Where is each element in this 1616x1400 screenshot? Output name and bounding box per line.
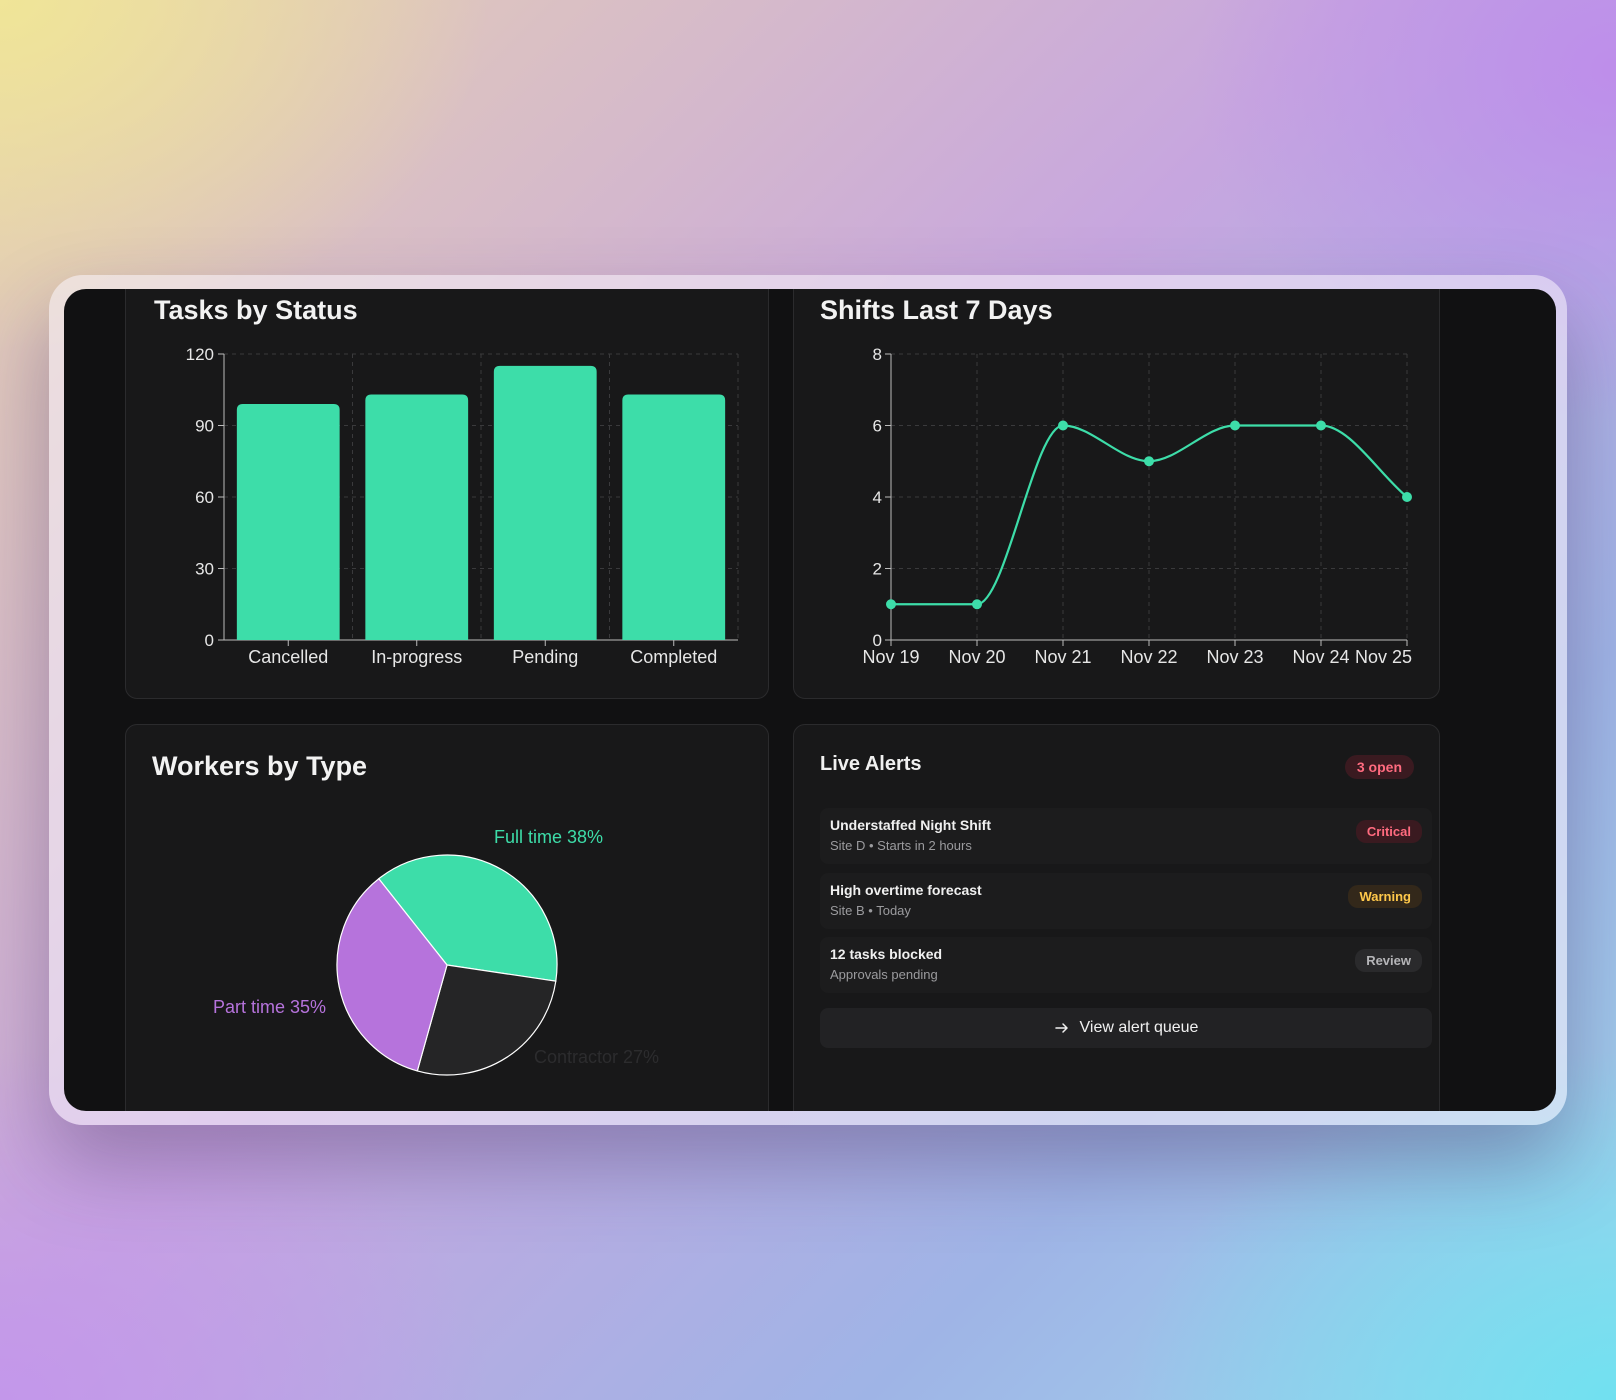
x-tick-label: Completed [630,647,717,667]
data-point [1316,420,1326,431]
alert-item-title: High overtime forecast [830,882,982,898]
y-tick-label: 0 [205,631,214,650]
data-point [1402,492,1412,502]
shifts-line-chart: 0 2 4 6 8 Nov 19 Nov 20 Nov 21 Nov 22 Nov 23 Nov 2… [862,345,1412,667]
view-alert-queue-button[interactable]: View alert queue [820,1008,1432,1048]
workers-card-title: Workers by Type [152,751,368,781]
alert-item-title: 12 tasks blocked [830,946,943,962]
y-tick-label: 8 [873,345,882,364]
alert-item-title: Understaffed Night Shift [830,817,991,833]
data-point [886,599,896,610]
tasks-card-title: Tasks by Status [154,295,358,325]
review-badge: Review [1355,949,1422,972]
alert-item[interactable]: High overtime forecast Site B • Today Wa… [820,873,1432,929]
x-tick-label: Nov 20 [948,647,1005,667]
tasks-by-status-card: Tasks by Status 0 30 60 90 120 Cancelled In-pr… [125,289,769,699]
open-count-badge: 3 open [1344,755,1414,779]
alert-item[interactable]: Understaffed Night Shift Site D • Starts… [820,808,1432,864]
workers-pie-chart: Full time 38% Contractor 27% Part time 35% [213,827,659,1076]
data-point [1144,456,1154,467]
x-tick-label: Nov 24 [1292,647,1349,667]
x-tick-label: Nov 25 [1355,647,1412,667]
x-tick-label: Nov 22 [1120,647,1177,667]
x-tick-label: Pending [512,647,578,667]
bar [236,404,340,640]
tasks-bar-chart: 0 30 60 90 120 Cancelled In-progress Pending Com… [186,345,739,667]
y-tick-label: 90 [195,417,214,436]
live-alerts-title: Live Alerts [820,753,922,775]
y-tick-label: 120 [186,345,214,364]
y-tick-label: 4 [873,488,882,507]
alert-item-meta: Site B • Today [830,903,911,918]
pie-slice [416,964,557,1076]
x-tick-label: Nov 21 [1034,647,1091,667]
pie-slice-label: Part time 35% [213,997,326,1017]
bar [622,394,726,640]
pie-slice-label: Contractor 27% [534,1047,659,1067]
data-point [1058,420,1068,431]
y-tick-label: 2 [873,560,882,579]
view-alert-queue-label: View alert queue [1079,1019,1199,1036]
live-alerts-card: Live Alerts 3 open Understaffed Night Sh… [793,724,1440,1111]
critical-badge: Critical [1355,820,1422,843]
pie-slice [377,854,558,982]
shifts-card-title: Shifts Last 7 Days [820,295,1053,325]
y-tick-label: 6 [873,417,882,436]
warning-badge: Warning [1348,885,1422,908]
y-tick-label: 60 [195,488,214,507]
data-point [972,599,982,610]
x-tick-label: In-progress [371,647,462,667]
bar [365,394,469,640]
data-point [1230,420,1240,431]
workers-by-type-card: Workers by Type Full time 38% Contractor … [125,724,769,1111]
x-tick-label: Nov 23 [1206,647,1263,667]
x-tick-label: Cancelled [248,647,328,667]
y-tick-label: 30 [195,560,214,579]
bar [493,365,597,640]
shifts-card: Shifts Last 7 Days 0 2 4 6 8 Nov 19 Nov 20 Nov … [793,289,1440,699]
y-tick-label: 0 [873,631,882,650]
pie-slice-label: Full time 38% [494,827,603,847]
arrow-right-icon [1054,1023,1068,1033]
pie-slice [336,877,448,1072]
x-tick-label: Nov 19 [862,647,919,667]
alert-item-meta: Site D • Starts in 2 hours [830,838,972,853]
dashboard-screen: Tasks by Status 0 30 60 90 120 Cancelled In-pr… [64,289,1556,1111]
alert-item[interactable]: 12 tasks blocked Approvals pending Revie… [820,937,1432,993]
alert-item-meta: Approvals pending [830,967,938,982]
